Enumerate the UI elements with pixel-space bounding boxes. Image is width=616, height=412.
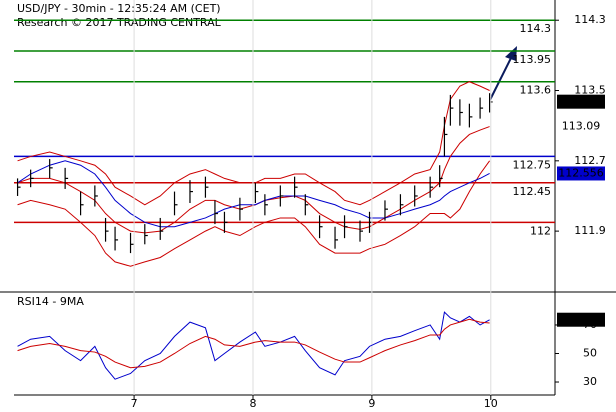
price-tag (557, 312, 605, 327)
x-tick-label: 8 (249, 397, 256, 410)
overlay-line (17, 126, 490, 234)
overlay-line (17, 160, 490, 228)
forecast-arrow (489, 55, 513, 101)
y-tick-label: 114.3 (574, 13, 606, 26)
level-label: 112.75 (513, 158, 552, 171)
level-label: 114.3 (520, 22, 552, 35)
y-tick-label: 111.9 (574, 224, 606, 237)
x-tick-label: 10 (484, 397, 498, 410)
price-tag-label: 113.09 (562, 120, 601, 133)
series-line (17, 311, 490, 380)
price-tag-label: 71.3796 (558, 316, 604, 329)
level-label: 112 (530, 224, 551, 237)
chart-subtitle: Research © 2017 TRADING CENTRAL (17, 16, 222, 29)
y-tick-label: 30 (583, 375, 597, 388)
rsi-title: RSI14 - 9MA (17, 295, 84, 308)
price-tag (557, 166, 605, 181)
arrow-head (505, 46, 517, 61)
x-tick-label: 7 (131, 397, 138, 410)
series-line (17, 318, 490, 369)
level-label: 113.95 (513, 53, 552, 66)
chart-title: USD/JPY - 30min - 12:35:24 AM (CET) (17, 2, 221, 15)
price-tag-label: 113.373 (558, 95, 604, 108)
overlay-line (17, 160, 491, 267)
overlay-line (17, 81, 490, 206)
x-tick-label: 9 (368, 397, 375, 410)
price-tag (557, 94, 605, 109)
level-label: 112.45 (513, 185, 552, 198)
price-tag-label: 73.6725 (558, 313, 604, 326)
y-tick-label: 113.5 (574, 84, 606, 97)
y-tick-label: 50 (583, 346, 597, 359)
y-tick-label: 112.7 (574, 154, 606, 167)
price-tag-label: 112.556 (558, 166, 604, 179)
level-label: 113.6 (520, 84, 552, 97)
